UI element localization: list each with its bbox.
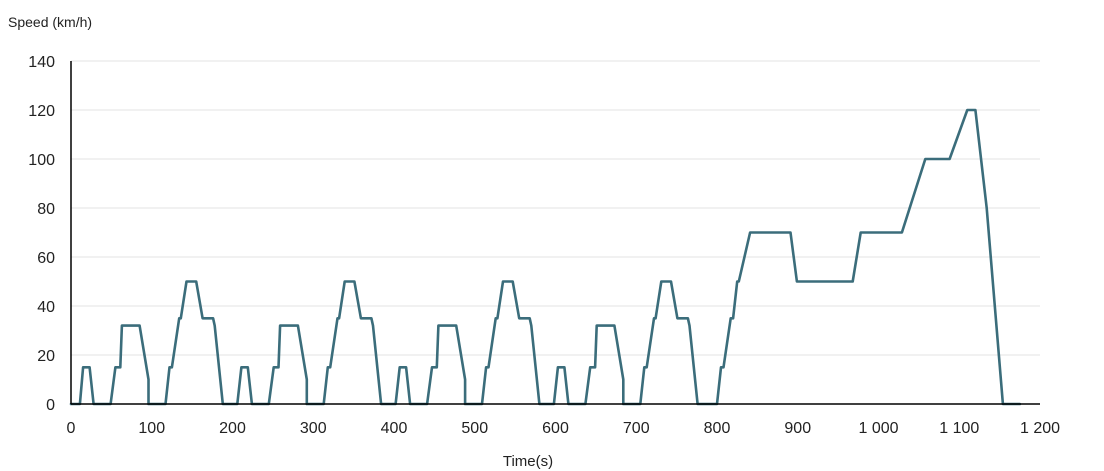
x-tick-label: 200 — [219, 420, 246, 437]
x-tick-label: 500 — [461, 420, 488, 437]
y-tick-label: 100 — [28, 152, 55, 169]
y-tick-label: 0 — [46, 397, 55, 414]
x-axis-title: Time(s) — [503, 453, 553, 470]
x-tick-label: 700 — [623, 420, 650, 437]
y-tick-label: 20 — [37, 348, 55, 365]
x-tick-label: 0 — [67, 420, 76, 437]
y-tick-label: 40 — [37, 299, 55, 316]
y-tick-label: 60 — [37, 250, 55, 267]
x-tick-label: 900 — [784, 420, 811, 437]
y-tick-label: 80 — [37, 201, 55, 218]
speed-series-line — [69, 108, 1022, 406]
axes — [70, 61, 1040, 405]
x-tick-label: 1 200 — [1020, 420, 1060, 437]
x-tick-label: 600 — [542, 420, 569, 437]
x-tick-labels: 0 100 200 300 400 500 600 700 800 900 1 000 1 100 1 … — [67, 420, 1061, 437]
x-tick-label: 300 — [300, 420, 327, 437]
gridlines — [71, 60, 1040, 356]
x-tick-label: 800 — [704, 420, 731, 437]
x-tick-label: 1 000 — [858, 420, 898, 437]
y-tick-label: 120 — [28, 103, 55, 120]
y-tick-labels: 0 20 40 60 80 100 120 140 — [28, 54, 55, 414]
series-layer — [69, 108, 1022, 406]
x-tick-label: 400 — [381, 420, 408, 437]
y-axis-title: Speed (km/h) — [8, 14, 92, 30]
x-tick-label: 1 100 — [939, 420, 979, 437]
y-tick-label: 140 — [28, 54, 55, 71]
x-tick-label: 100 — [138, 420, 165, 437]
